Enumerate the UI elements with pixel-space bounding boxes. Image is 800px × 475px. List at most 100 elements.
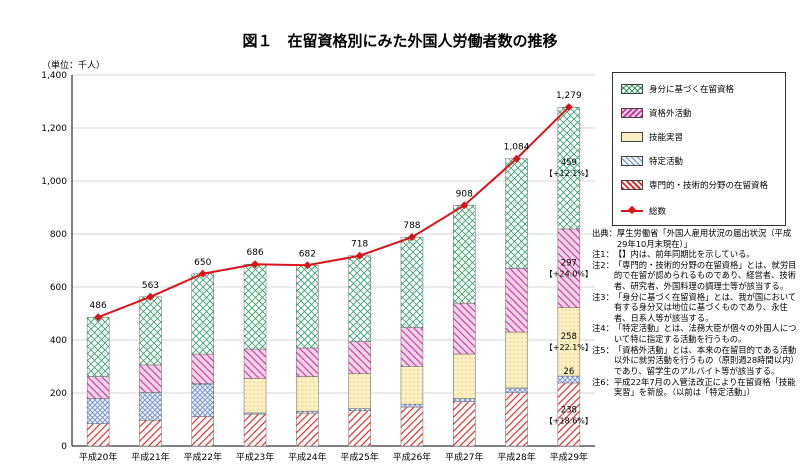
y-tick-label: 600 [50, 283, 67, 293]
note-text: 厚生労働省「外国人雇用状況の届出状況（平成29年10月末現在）」 [616, 228, 792, 249]
note-text: 「専門的・技術的分野の在留資格」とは、就労目的で在留が認められるものであり、経営… [613, 259, 797, 292]
note-prefix: 注2： [592, 259, 614, 270]
total-label: 563 [142, 281, 159, 291]
note-text: 「資格外活動」とは、本来の在留目的である活動以外に就労活動を行うもの（原則週28… [613, 344, 797, 376]
total-label: 682 [299, 249, 316, 259]
bar-extra [191, 353, 214, 384]
x-tick-label: 平成29年 [550, 451, 588, 463]
segment-value-label: 459 [561, 158, 577, 168]
note-text: 「身分に基づく在留資格」とは、我が国において有する身分又は地位に基づくものであり… [613, 291, 797, 323]
note: 注5： 「資格外活動」とは、本来の在留目的である活動以外に就労活動を行うもの（原則… [592, 345, 797, 377]
legend-line-swatch [621, 205, 643, 215]
bar-extra [505, 268, 528, 333]
segment-change-label: 【+24.0%】 [545, 269, 593, 278]
note: 注4： 「特定活動」とは、法務大臣が個々の外国人について特に指定する活動を行うもの… [592, 323, 797, 344]
bar-trainee [453, 353, 476, 399]
total-marker [146, 292, 155, 301]
legend-item-designated: 特定活動 [621, 155, 683, 167]
bar-professional [191, 416, 214, 447]
x-tick-label: 平成24年 [288, 451, 326, 463]
y-tick-label: 1,000 [41, 177, 67, 187]
total-label: 486 [90, 301, 107, 311]
legend-swatch [621, 156, 643, 166]
y-tick-label: 0 [61, 442, 67, 452]
x-tick-label: 平成22年 [184, 451, 222, 463]
segment-value-label: 26 [563, 367, 574, 377]
total-marker [407, 233, 416, 242]
legend-label: 専門的・技術的分野の在留資格 [649, 181, 769, 191]
total-marker [355, 251, 364, 260]
bar-designated [139, 392, 162, 421]
total-label: 1,084 [504, 143, 530, 153]
bar-professional [243, 413, 267, 447]
note: 注1： 【】内は、前年同期比を示している。 [592, 249, 797, 260]
legend-label: 特定活動 [649, 157, 684, 167]
y-tick-label: 400 [50, 336, 67, 346]
notes: 出典： 厚生労働省「外国人雇用状況の届出状況（平成29年10月末現在）」 注1： 【】… [592, 228, 797, 398]
bar-extra [86, 376, 110, 399]
bar-status [505, 158, 528, 269]
note-prefix: 注1： [592, 249, 614, 260]
bar-status [86, 316, 110, 377]
segment-value-label: 258 [561, 332, 577, 342]
segment-change-label: 【+18.6%】 [545, 416, 593, 425]
legend-label: 資格外活動 [649, 109, 692, 119]
bar-designated [505, 387, 528, 393]
legend-item-professional: 専門的・技術的分野の在留資格 [621, 179, 768, 191]
note-text: 【】内は、前年同期比を示している。 [613, 249, 755, 260]
bar-status [243, 263, 267, 350]
y-tick-label: 200 [50, 389, 67, 399]
segment-value-label: 297 [561, 258, 577, 268]
x-tick-label: 平成26年 [393, 451, 431, 463]
bar-professional [505, 392, 528, 447]
legend-swatch [621, 180, 643, 190]
total-marker [512, 154, 521, 163]
legend-item-extra: 資格外活動 [621, 107, 692, 119]
total-label: 650 [194, 258, 211, 268]
bar-designated [86, 398, 110, 424]
note: 出典： 厚生労働省「外国人雇用状況の届出状況（平成29年10月末現在）」 [592, 228, 797, 249]
x-tick-label: 平成20年 [79, 451, 117, 463]
bar-professional [86, 423, 110, 447]
x-tick-label: 平成27年 [445, 451, 483, 463]
legend-swatch [621, 108, 643, 118]
total-label: 686 [246, 248, 263, 258]
total-label: 908 [456, 189, 473, 199]
bar-status [139, 296, 162, 366]
legend-label: 身分に基づく在留資格 [649, 85, 735, 95]
legend-item-total: 総数 [621, 205, 666, 217]
note-text: 平成22年7月の入管法改正により在留資格「技能実習」を新設。（以前は「特定活動」… [613, 376, 796, 398]
bar-designated [557, 375, 581, 384]
y-tick-label: 1,400 [41, 71, 67, 81]
unit-label: （単位：千人） [42, 61, 106, 71]
note-prefix: 注5： [592, 344, 614, 355]
note: 注6： 平成22年7月の入管法改正により在留資格「技能実習」を新設。（以前は「特定… [592, 377, 797, 398]
legend-item-status: 身分に基づく在留資格 [621, 83, 734, 95]
y-tick-label: 1,200 [41, 124, 67, 134]
legend-swatch [621, 132, 643, 142]
total-line [97, 106, 570, 319]
bar-extra [139, 364, 162, 393]
note: 注2： 「専門的・技術的分野の在留資格」とは、就労目的で在留が認められるものであり… [592, 260, 797, 292]
x-tick-label: 平成28年 [497, 451, 535, 463]
bar-designated [296, 411, 319, 414]
legend-item-trainee: 技能実習 [621, 131, 683, 143]
legend-label: 技能実習 [649, 133, 684, 143]
note: 注3： 「身分に基づく在留資格」とは、我が国において有する身分又は地位に基づくもの… [592, 292, 797, 324]
total-label: 718 [351, 240, 368, 250]
note-prefix: 注4： [592, 323, 614, 334]
bar-status [191, 273, 214, 355]
bar-status [296, 265, 319, 349]
x-tick-label: 平成23年 [236, 451, 274, 463]
bar-designated [453, 398, 476, 402]
note-prefix: 出典： [592, 228, 617, 238]
bar-designated [400, 403, 424, 408]
note-text: 「特定活動」とは、法務大臣が個々の外国人について特に指定する活動を行うもの。 [613, 323, 797, 345]
note-prefix: 注6： [592, 376, 614, 387]
total-marker [564, 103, 573, 112]
total-marker [303, 261, 312, 270]
total-marker [460, 201, 469, 210]
x-tick-label: 平成21年 [131, 451, 169, 463]
bar-trainee [348, 373, 371, 409]
